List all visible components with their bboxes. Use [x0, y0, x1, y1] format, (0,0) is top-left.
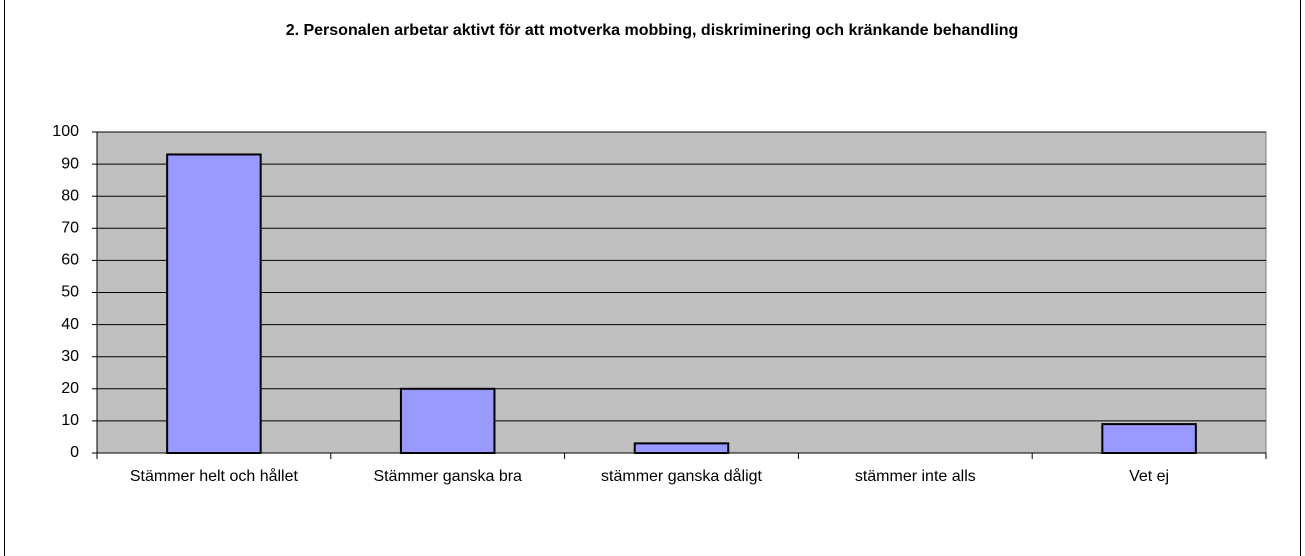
y-tick-label: 50	[61, 284, 79, 301]
y-tick-label: 40	[61, 316, 79, 333]
y-tick-label: 70	[61, 220, 79, 237]
y-tick-label: 0	[70, 444, 79, 461]
x-tick-label: Vet ej	[1129, 468, 1169, 485]
x-tick-label: Stämmer ganska bra	[373, 468, 522, 485]
y-tick-label: 90	[61, 155, 79, 172]
bar	[1101, 423, 1197, 454]
x-tick-label: Stämmer helt och hållet	[130, 467, 299, 485]
bar	[633, 442, 730, 454]
y-tick-label: 80	[61, 187, 79, 204]
y-tick-label: 30	[61, 348, 79, 365]
y-tick-label: 10	[61, 412, 79, 429]
bar	[166, 153, 262, 454]
bar	[399, 387, 496, 454]
y-tick-label: 20	[61, 380, 79, 397]
x-tick-label: stämmer inte alls	[855, 468, 976, 485]
y-tick-label: 100	[52, 123, 79, 140]
x-tick-label: stämmer ganska dåligt	[601, 467, 763, 485]
y-tick-label: 60	[61, 252, 79, 269]
chart-title: 2. Personalen arbetar aktivt för att mot…	[286, 22, 1019, 39]
